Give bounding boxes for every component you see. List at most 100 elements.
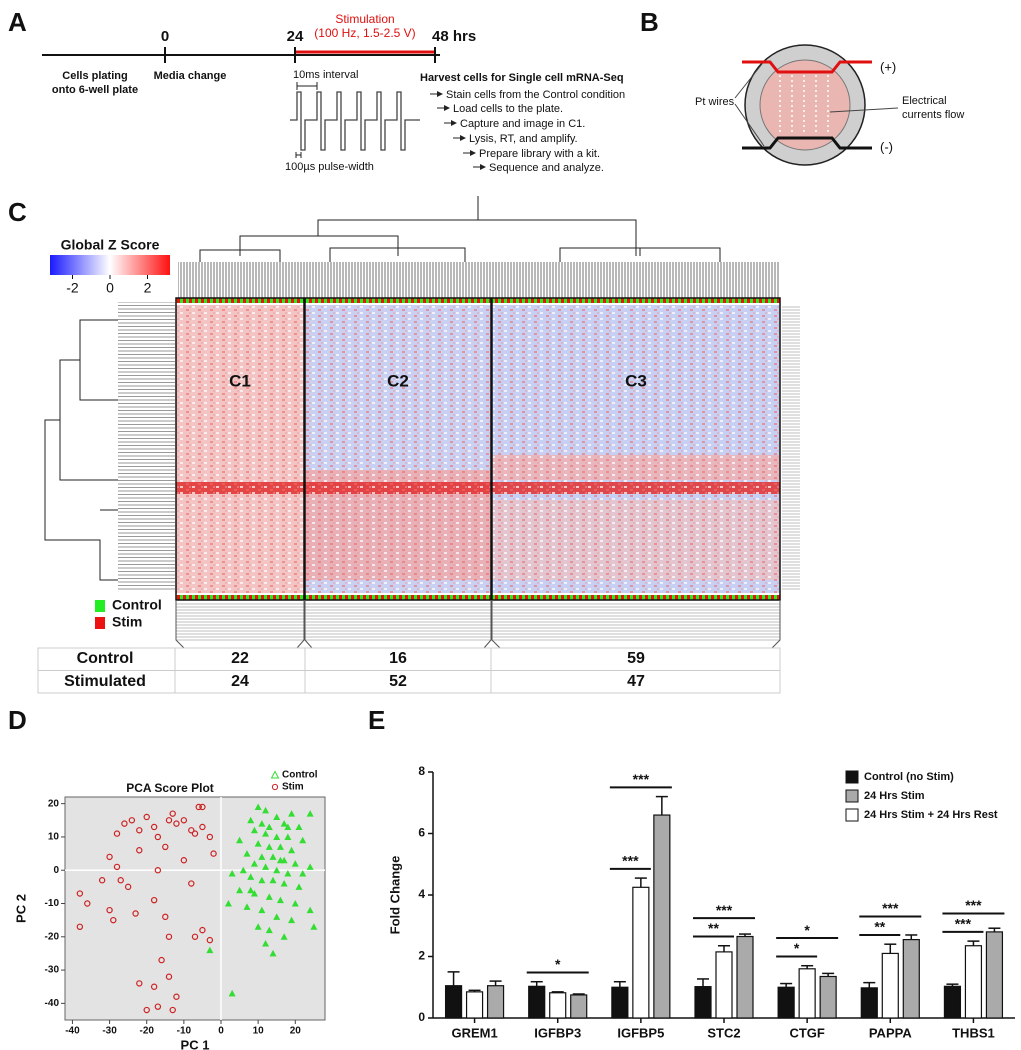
x-tick-label: 20 [290, 1026, 302, 1037]
point [199, 926, 206, 934]
point [258, 853, 266, 860]
table-cell: 47 [627, 673, 645, 690]
point [113, 830, 121, 837]
bar [777, 986, 795, 1019]
colorbar [50, 255, 170, 275]
point [169, 810, 176, 817]
step: Load cells to the plate. [453, 103, 563, 115]
current-label: currents flow [902, 109, 964, 121]
significance-label: *** [633, 771, 650, 787]
point [291, 860, 299, 867]
legend-label: 24 Hrs Stim [864, 790, 925, 802]
x-tick-label: IGFBP5 [617, 1025, 664, 1040]
y-tick-label: -40 [45, 998, 60, 1009]
column-dendrogram-leaves [178, 262, 780, 298]
legend-label: Control [112, 597, 162, 613]
x-tick-label: -20 [139, 1026, 154, 1037]
x-tick-label: -30 [102, 1026, 117, 1037]
legend-swatch [95, 617, 105, 629]
point [295, 883, 303, 890]
point [250, 826, 258, 834]
point [262, 806, 270, 814]
legend-swatch [845, 808, 859, 822]
point [206, 833, 214, 841]
point [280, 933, 288, 940]
bar [549, 992, 567, 1019]
column-dendrogram [239, 196, 637, 256]
event-label: onto 6-well plate [52, 84, 138, 96]
point [162, 913, 169, 921]
point [206, 936, 214, 944]
bar [985, 931, 1004, 1019]
pointer [829, 107, 899, 113]
legend-label: Stim [282, 782, 304, 793]
x-axis-label: PC 1 [181, 1037, 210, 1050]
table-cell: 16 [389, 650, 407, 667]
cluster-label: C3 [625, 371, 647, 390]
point [269, 853, 277, 860]
point [136, 827, 143, 834]
colorbar-tick-label: 0 [106, 280, 114, 296]
cluster-label: C2 [387, 371, 409, 390]
point [273, 866, 281, 874]
panel-label: E [368, 705, 385, 735]
point [258, 906, 266, 914]
point [262, 939, 270, 947]
point [239, 866, 247, 874]
bar [819, 975, 837, 1019]
point [188, 880, 195, 887]
polarity: (+) [880, 59, 896, 74]
point [117, 877, 124, 884]
x-tick-label: 10 [253, 1026, 265, 1037]
x-tick-label: PAPPA [869, 1025, 912, 1040]
point [236, 836, 244, 844]
point [106, 853, 113, 861]
y-tick-label: 8 [418, 764, 425, 778]
point [110, 916, 117, 924]
point [254, 923, 262, 930]
table-cell: 52 [389, 673, 407, 690]
timeline-label: 24 [287, 28, 304, 45]
point [276, 856, 284, 864]
point [288, 846, 296, 854]
x-tick-label: IGFBP3 [534, 1025, 581, 1040]
point [258, 876, 266, 884]
wire-positive [742, 60, 872, 74]
harvest-title: Harvest cells for Single cell mRNA-Seq [420, 72, 624, 84]
column-dendrogram [199, 247, 721, 262]
significance-label: *** [955, 916, 972, 932]
legend-swatch [845, 789, 859, 803]
point [132, 910, 139, 917]
x-tick-label: -10 [177, 1026, 192, 1037]
panel-label: C [8, 197, 27, 227]
point [265, 893, 273, 900]
step: Stain cells from the Control condition [446, 89, 625, 101]
point [136, 847, 143, 854]
bar [715, 951, 733, 1019]
bar [881, 952, 899, 1019]
point [236, 886, 244, 894]
bar [611, 986, 629, 1019]
point [162, 843, 169, 851]
x-tick-label: STC2 [707, 1025, 740, 1040]
point [258, 820, 266, 827]
point [195, 803, 202, 811]
point [128, 817, 136, 824]
bar [694, 986, 712, 1019]
bar [528, 985, 546, 1019]
point [288, 810, 296, 817]
bar [902, 938, 920, 1019]
y-tick-label: -10 [45, 898, 60, 909]
point [262, 863, 270, 870]
heatmap [175, 297, 781, 601]
point [306, 906, 314, 914]
point [284, 870, 292, 877]
point [154, 867, 162, 874]
step: Lysis, RT, and amplify. [469, 133, 578, 145]
y-tick-label: 2 [418, 949, 425, 963]
point [150, 896, 158, 904]
point [250, 890, 258, 897]
bar [860, 987, 878, 1019]
pulse-width-marker [295, 152, 302, 158]
point [191, 830, 199, 837]
